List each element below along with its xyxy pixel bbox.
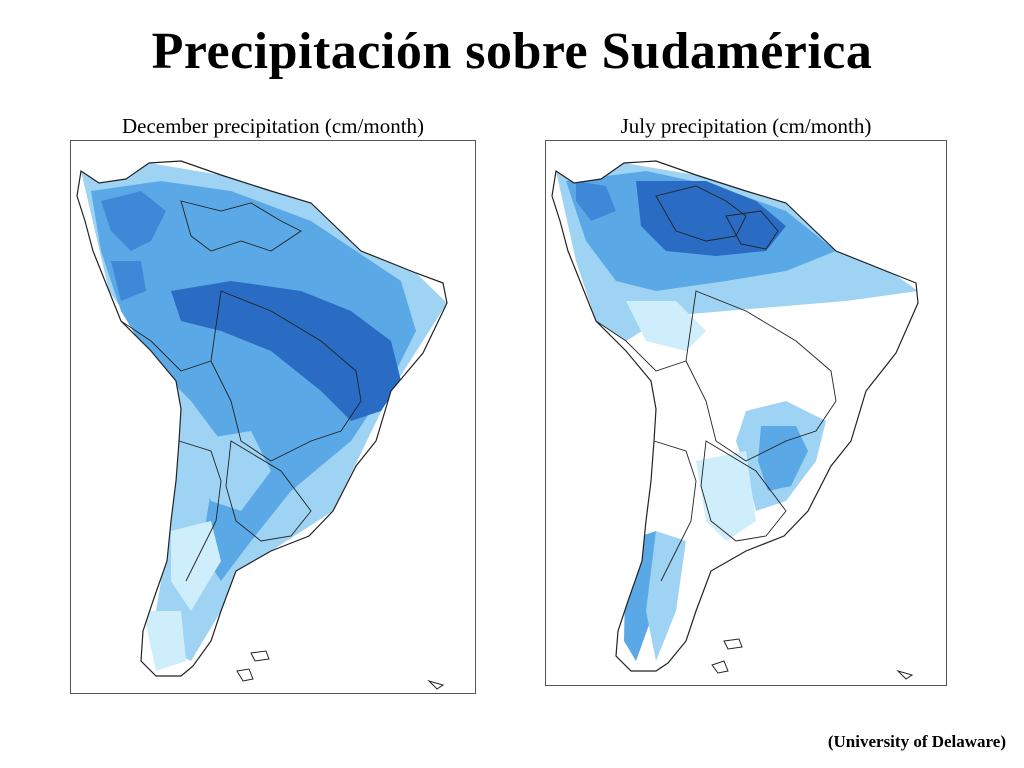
december-map (70, 140, 476, 694)
july-caption: July precipitation (cm/month) (620, 114, 872, 138)
july-map-svg (551, 160, 919, 680)
page-title: Precipitación sobre Sudamérica (151, 23, 873, 80)
december-panel: December precipitation (cm/month) (70, 114, 476, 694)
july-panel: July precipitation (cm/month) (545, 114, 947, 686)
december-caption: December precipitation (cm/month) (121, 114, 425, 138)
december-map-svg (76, 160, 448, 690)
source-credit: (University of Delaware) (827, 732, 1006, 751)
july-map (545, 140, 947, 686)
